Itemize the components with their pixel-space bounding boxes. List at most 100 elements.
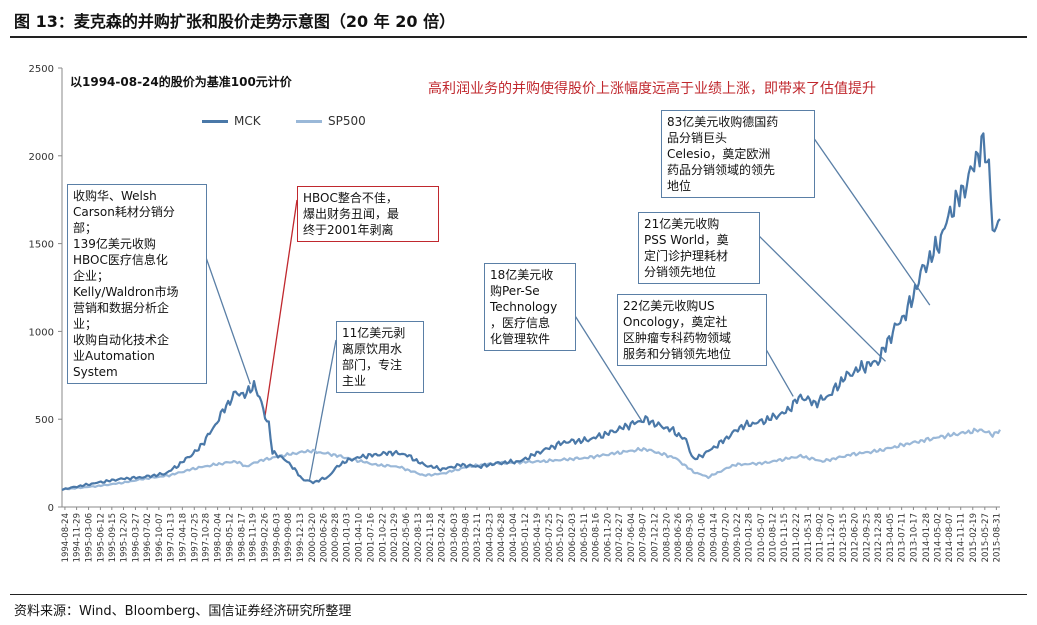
annotation-line: Carson耗材分销分 [73,205,175,219]
x-tick-label: 1999-06-03 [273,513,283,562]
x-tick-label: 2001-01-03 [343,513,353,562]
x-tick-label: 1998-05-12 [226,513,236,562]
y-tick-label: 1000 [29,327,54,338]
x-tick-label: 2003-09-08 [461,513,471,562]
x-tick-label: 2001-04-10 [355,513,365,562]
x-tick-label: 2009-07-20 [721,513,731,562]
x-tick-label: 2003-06-03 [450,513,460,562]
annotation-line: 地位 [667,179,692,193]
legend-mck: MCK [202,114,261,128]
x-tick-label: 2002-05-06 [402,513,412,562]
annotation-line: ，医疗信息 [490,316,551,330]
x-tick-label: 2005-04-19 [533,513,543,562]
annotation-line: 139亿美元收购 [73,237,156,251]
top-rule [10,36,1027,38]
bottom-rule [10,594,1027,595]
annotation-line: System [73,365,118,379]
x-tick-label: 2005-07-25 [545,513,555,562]
x-axis: 1994-08-24 1994-11-29 1995-03-06 1995-06-12… [61,507,1002,562]
x-tick-label: 2001-10-22 [378,513,388,562]
annotation-welsh: 收购华​、Welsh Carson耗材分销分 部； 139亿美元收购 HBOC医疗信息化… [67,184,207,384]
x-tick-label: 2005-10-27 [556,513,566,562]
annotation-line: 业Automation [73,349,155,363]
x-tick-label: 2010-11-15 [780,513,790,562]
annotation-hboc: HBOC整合不佳， 爆出财务丑闻，最 终于2001年剥离 [297,186,439,242]
x-tick-label: 2011-02-22 [792,513,802,562]
annotation-line: 购Per-Se [490,284,540,298]
x-tick-label: 2008-09-30 [686,513,696,562]
annotation-line: 药品分销领域的领先 [667,163,776,177]
y-tick-label: 2000 [29,152,54,163]
annotation-line: 定门诊护理耗材 [644,249,729,263]
annotation-water: 11亿美元剥 离原饮用水 部门，专注 主业 [336,321,424,393]
x-tick-label: 2007-09-07 [639,513,649,562]
x-tick-label: 1998-11-19 [249,513,259,562]
x-tick-label: 2013-07-11 [898,513,908,562]
annotation-line: 终于2001年剥离 [303,223,394,237]
series-lines [61,132,1001,492]
annotation-line: 83亿美元收购德国药 [667,115,779,129]
x-tick-label: 2012-09-25 [862,513,872,562]
y-axis: 0 500 1000 1500 2000 2500 [29,64,1000,514]
x-tick-label: 2010-01-28 [745,513,755,562]
y-tick-label: 500 [35,415,54,426]
annotation-line: 11亿美元剥 [342,326,406,340]
x-tick-label: 2014-11-11 [957,513,967,562]
x-tick-label: 2010-05-07 [757,513,767,562]
leader-hboc [264,199,298,416]
series-sp500-line [61,427,1001,491]
x-tick-label: 2012-03-15 [839,513,849,562]
x-tick-label: 2004-06-28 [497,513,507,562]
x-tick-label: 2009-04-14 [710,513,720,562]
x-tick-label: 1999-02-26 [261,513,271,562]
x-tick-label: 1998-02-04 [214,513,224,562]
x-tick-label: 2002-01-29 [390,513,400,562]
annotation-us-oncology: 22亿美元收购US Oncology，奠定社 区肿瘤专科药物领域 服务和分销领先地位 [617,294,767,366]
x-tick-label: 2009-01-06 [698,513,708,562]
figure-title: 图 13：麦克森的并购扩张和股价走势示意图（20 年 20 倍） [14,12,456,31]
x-tick-label: 2002-08-13 [414,513,424,562]
legend-sp500: SP500 [296,114,366,128]
y-tick-label: 0 [48,503,54,514]
annotation-line: HBOC医疗信息化 [73,253,168,267]
x-tick-label: 1996-07-02 [143,513,153,562]
source-note: 资料来源：Wind、Bloomberg、国信证券经济研究所整理 [14,604,352,619]
x-tick-label: 2002-11-18 [426,513,436,562]
x-tick-label: 2014-01-28 [922,513,932,562]
annotation-line: 爆出财务丑闻，最 [303,207,400,221]
x-tick-label: 1998-08-17 [237,513,247,562]
annotation-line: 主业 [342,374,367,388]
x-tick-label: 2010-08-12 [768,513,778,562]
annotation-line: 服务和分销领先地位 [623,347,732,361]
x-tick-label: 1995-12-20 [120,513,130,562]
x-tick-label: 1997-01-13 [167,513,177,562]
annotation-line: 分销领先地位 [644,265,717,279]
legend-mck-swatch [202,119,228,123]
x-tick-label: 1995-09-15 [108,513,118,562]
annotation-line: 区肿瘤专科药物领域 [623,331,732,345]
annotation-line: Kelly/Waldron市场 [73,285,179,299]
x-tick-label: 2001-07-16 [366,513,376,562]
headline-annotation: 高利润业务的并购使得股价上涨幅度远高于业绩上涨，即带来了估值提升 [428,81,876,97]
y-tick-label: 1500 [29,240,54,251]
x-tick-label: 1999-12-13 [296,513,306,562]
annotation-line: 部； [73,221,98,235]
x-tick-label: 1997-10-28 [202,513,212,562]
x-tick-label: 2011-12-07 [827,513,837,562]
x-tick-label: 1995-06-12 [96,513,106,562]
x-tick-label: 2007-02-27 [615,513,625,562]
x-tick-label: 2006-08-16 [592,513,602,562]
x-tick-label: 2003-02-24 [438,513,448,562]
annotation-line: 部门，专注 [342,358,403,372]
legend-sp500-label: SP500 [328,114,366,128]
x-tick-label: 1999-09-08 [284,513,294,562]
x-tick-label: 2000-06-26 [320,513,330,562]
annotation-line: 18亿美元收 [490,268,554,282]
legend-mck-label: MCK [234,114,261,128]
x-tick-label: 1996-10-07 [155,513,165,562]
x-tick-label: 1995-03-06 [85,513,95,562]
x-tick-label: 2007-12-12 [650,513,660,562]
annotation-line: Celesio，奠定欧洲 [667,147,771,161]
x-tick-label: 2012-12-28 [874,513,884,562]
x-tick-label: 2012-06-20 [851,513,861,562]
